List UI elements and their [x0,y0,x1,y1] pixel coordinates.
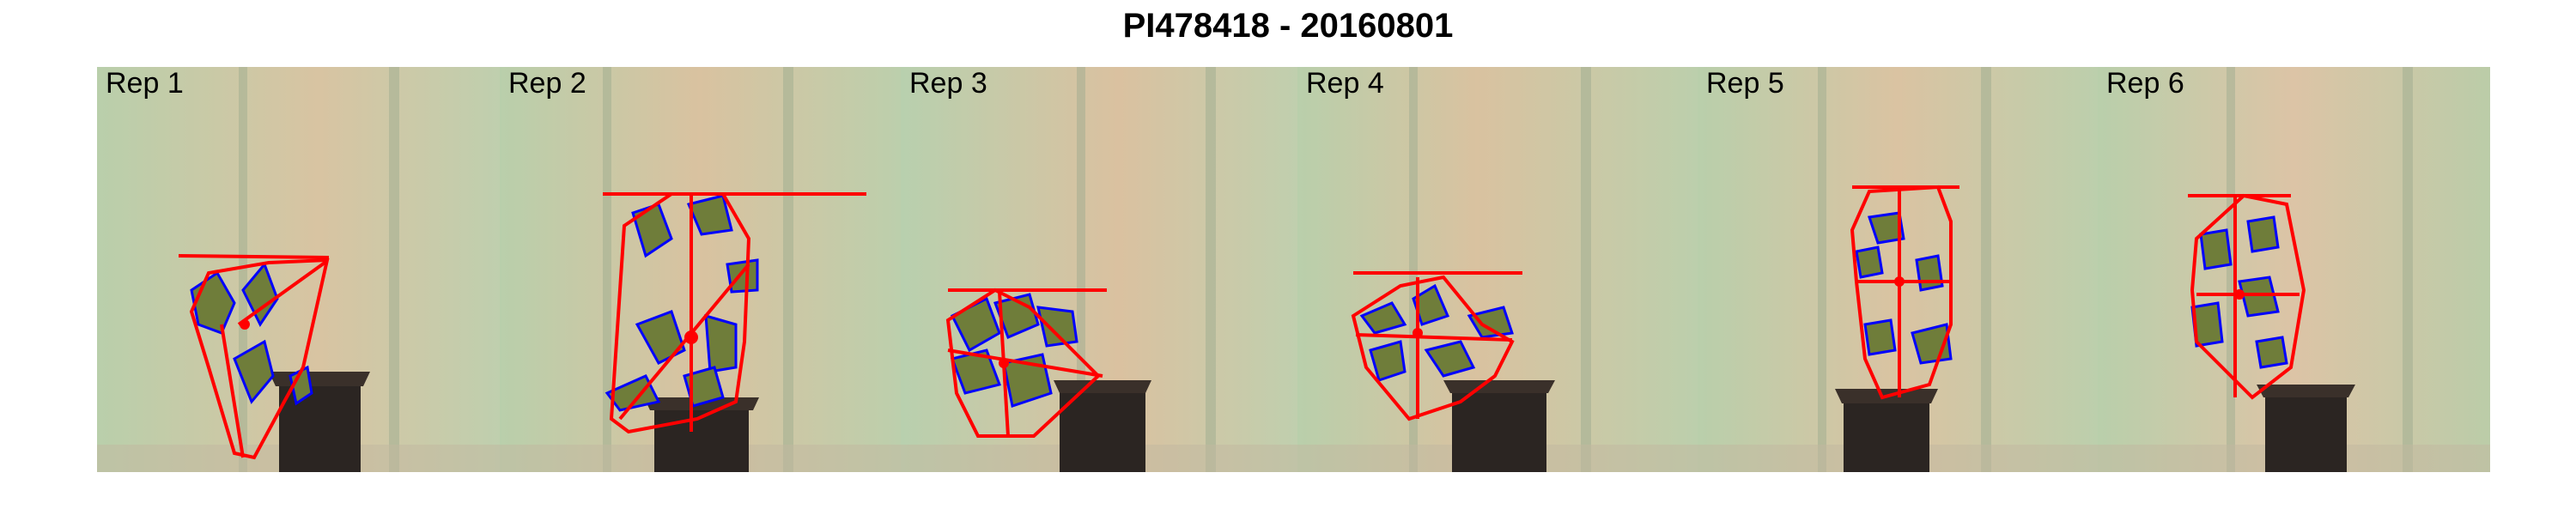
panel-label-rep-5: Rep 5 [1706,67,1784,100]
plant-image-rep-1 [97,67,500,472]
plant-image-rep-2 [500,67,901,472]
panel-rep-6: Rep 6 [2098,67,2490,472]
panel-rep-5: Rep 5 [1698,67,2098,472]
panel-rep-4: Rep 4 [1297,67,1698,472]
panel-label-rep-4: Rep 4 [1306,67,1384,100]
plant-image-rep-3 [901,67,1297,472]
panel-label-rep-3: Rep 3 [909,67,987,100]
plant-image-rep-5 [1698,67,2098,472]
panel-label-rep-6: Rep 6 [2106,67,2184,100]
figure-title: PI478418 - 20160801 [1122,7,1454,45]
panel-label-rep-2: Rep 2 [508,67,586,100]
panel-rep-1: Rep 1 [97,67,500,472]
plant-image-rep-4 [1297,67,1698,472]
panel-label-rep-1: Rep 1 [106,67,184,100]
plant-image-rep-6 [2098,67,2490,472]
panel-rep-2: Rep 2 [500,67,901,472]
panel-rep-3: Rep 3 [901,67,1297,472]
image-strip: Rep 1 [97,67,2490,472]
